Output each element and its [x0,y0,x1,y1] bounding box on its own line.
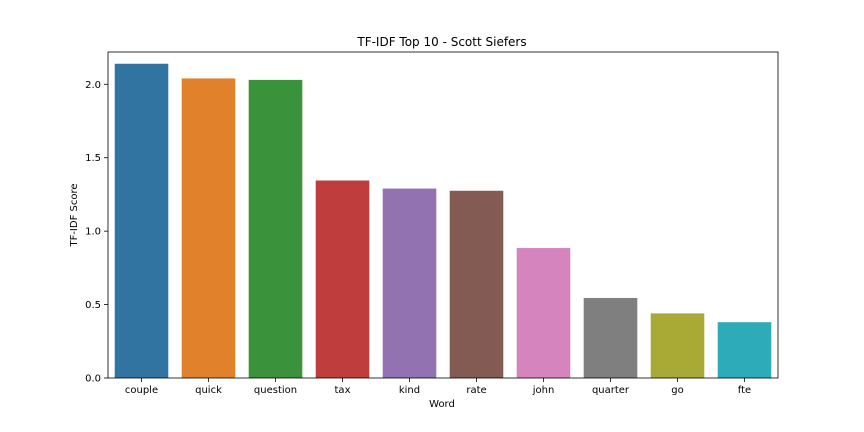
bars-group [114,63,772,379]
chart-title: TF-IDF Top 10 - Scott Siefers [356,35,526,49]
plot-frame [107,51,779,379]
x-axis-label: Word [429,399,455,410]
x-tick-label: question [254,385,297,396]
bar-kind [382,188,437,378]
bar-tax [315,180,370,378]
bar-quarter [583,297,638,378]
y-axis-ticks: 0.0 0.5 1.0 1.5 2.0 [85,80,108,385]
x-tick-label: john [532,385,555,396]
x-tick-label: tax [335,385,351,396]
bar-john [516,248,571,378]
y-tick-label: 1.0 [85,227,101,238]
bar-fte [717,322,772,378]
x-tick-label: quick [195,385,222,396]
x-axis-ticks: couple quick question tax kind rate john quarte… [125,378,751,396]
y-tick-label: 2.0 [85,80,101,91]
bar-quick [181,78,236,378]
x-tick-label: quarter [592,385,630,396]
x-tick-label: fte [738,385,751,396]
bar-couple [114,63,169,379]
bar-question [248,79,303,378]
bar-rate [449,190,504,378]
x-tick-label: couple [125,385,158,396]
y-tick-label: 0.5 [85,300,101,311]
y-tick-label: 0.0 [85,374,101,385]
y-axis-label: TF-IDF Score [69,183,80,247]
x-tick-label: go [671,385,683,396]
bar-go [650,313,705,378]
y-tick-label: 1.5 [85,153,101,164]
x-tick-label: rate [466,385,486,396]
x-tick-label: kind [399,385,420,396]
